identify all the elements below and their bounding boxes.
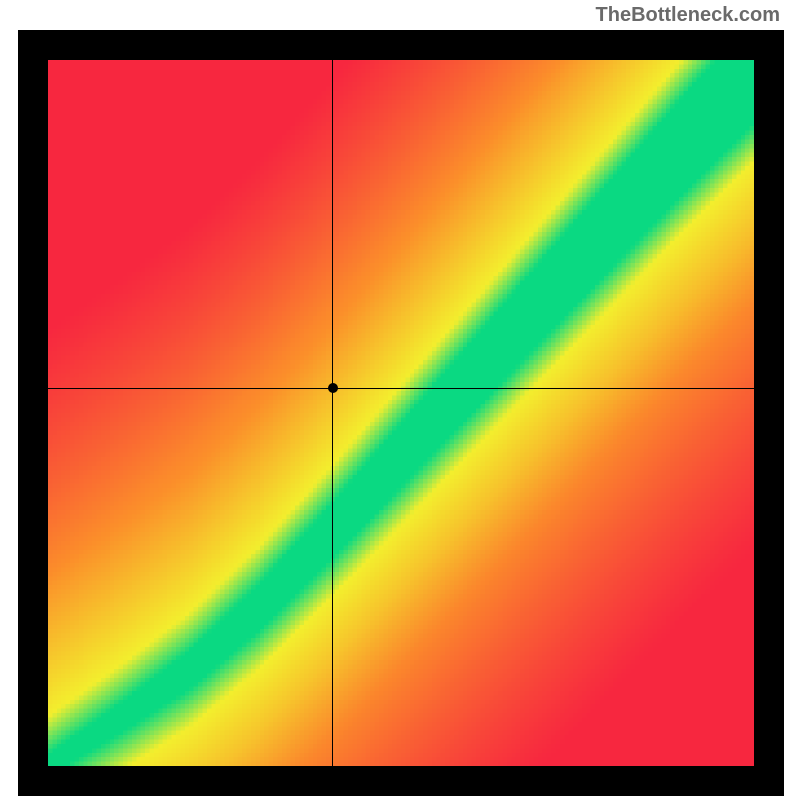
crosshair-horizontal bbox=[48, 388, 754, 389]
heatmap-plot bbox=[48, 60, 754, 766]
watermark-text: TheBottleneck.com bbox=[596, 4, 780, 27]
crosshair-vertical bbox=[332, 60, 333, 766]
heatmap-canvas bbox=[48, 60, 754, 766]
crosshair-marker bbox=[328, 383, 338, 393]
